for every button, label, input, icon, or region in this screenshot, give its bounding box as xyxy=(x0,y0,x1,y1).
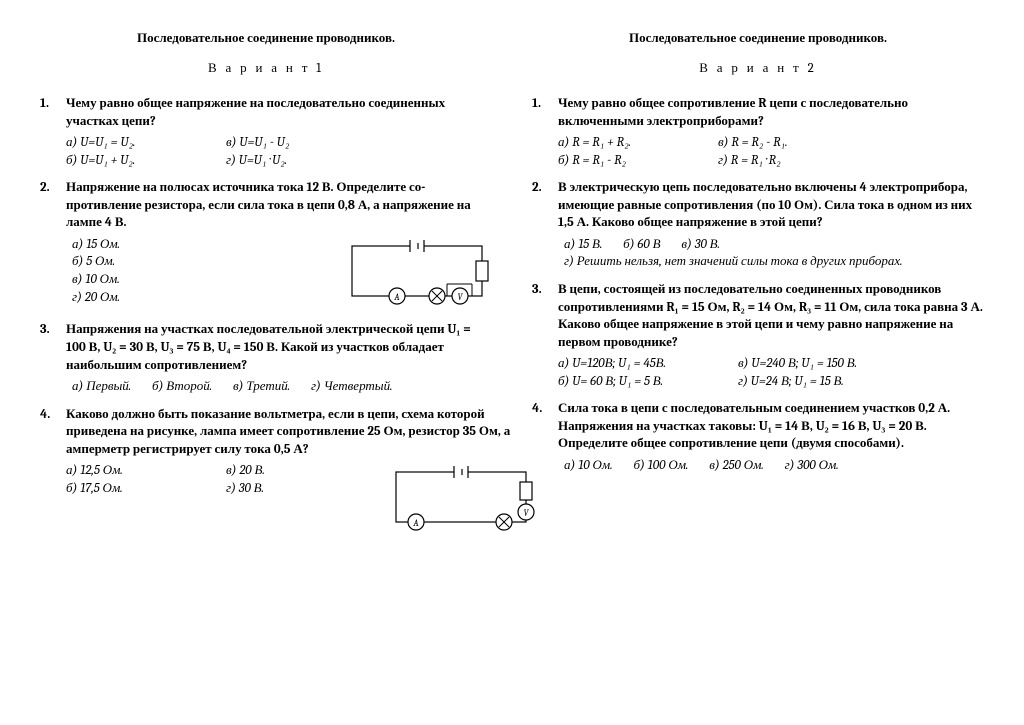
question-text: Напряжения на участках последовательной … xyxy=(66,321,492,374)
option-v: в) 20 В. xyxy=(226,462,386,480)
option-g: г) U=U₁ · U₂. xyxy=(226,152,386,170)
option-g: г) U=24 В; U₁ = 15 В. xyxy=(738,373,938,391)
option-b: б) U=U₁ + U₂. xyxy=(66,152,226,170)
question-text: В электрическую цепь последовательно вкл… xyxy=(558,179,984,232)
option-b: б) R = R₁ - R₂ xyxy=(558,152,718,170)
variant-2: Последовательное соединение проводников.… xyxy=(532,30,984,548)
question-3-left: 3. Напряжения на участках последовательн… xyxy=(40,321,492,395)
question-text: Сила тока в цепи с последовательным соед… xyxy=(558,400,984,453)
option-b: б) 60 В xyxy=(623,236,660,254)
qnum: 1. xyxy=(532,95,558,169)
qnum: 3. xyxy=(532,281,558,390)
option-a: а) U=U₁ = U₂. xyxy=(66,134,226,152)
variant-1: Последовательное соединение проводников.… xyxy=(40,30,492,548)
question-4-right: 4. Сила тока в цепи с последовательным с… xyxy=(532,400,984,474)
question-text: Чему равно общее напряжение на последова… xyxy=(66,95,492,130)
option-v: в) 10 Ом. xyxy=(72,271,342,289)
option-g: г) 20 Ом. xyxy=(72,289,342,307)
qnum: 4. xyxy=(40,406,66,538)
question-1-right: 1. Чему равно общее сопротивление R цепи… xyxy=(532,95,984,169)
option-a: а) 12,5 Ом. xyxy=(66,462,226,480)
svg-text:A: A xyxy=(393,293,400,303)
variant-label-left: В а р и а н т 1 xyxy=(40,60,492,78)
title-left: Последовательное соединение проводников. xyxy=(40,30,492,48)
option-v: в) R = R₂ - R₁. xyxy=(718,134,878,152)
qnum: 2. xyxy=(532,179,558,271)
question-text: Чему равно общее сопротивление R цепи с … xyxy=(558,95,984,130)
option-g: г) 30 В. xyxy=(226,480,386,498)
question-text: В цепи, состоящей из последовательно сое… xyxy=(558,281,984,351)
variant-label-right: В а р и а н т 2 xyxy=(532,60,984,78)
option-v: в) 250 Ом. xyxy=(709,457,763,475)
question-text: Каково должно быть показание вольтметра,… xyxy=(66,406,536,459)
option-v: в) Третий. xyxy=(233,378,290,396)
option-a: а) R = R₁ + R₂. xyxy=(558,134,718,152)
option-g: г) Решить нельзя, нет значений силы тока… xyxy=(564,253,984,271)
qnum: 2. xyxy=(40,179,66,311)
option-g: г) Четвертый. xyxy=(311,378,393,396)
worksheet: Последовательное соединение проводников.… xyxy=(40,30,984,548)
option-a: а) Первый. xyxy=(72,378,131,396)
question-1-left: 1. Чему равно общее напряжение на послед… xyxy=(40,95,492,169)
option-v: в) 30 В. xyxy=(681,236,720,254)
option-v: в) U=240 В; U₁ = 150 В. xyxy=(738,355,938,373)
option-b: б) U= 60 В; U₁ = 5 В. xyxy=(558,373,738,391)
question-text: Напряжение на полюсах источника тока 12 … xyxy=(66,179,492,232)
option-g: г) R = R₁ · R₂ xyxy=(718,152,878,170)
question-3-right: 3. В цепи, состоящей из последовательно … xyxy=(532,281,984,390)
svg-text:A: A xyxy=(412,519,419,529)
option-b: б) 17,5 Ом. xyxy=(66,480,226,498)
qnum: 3. xyxy=(40,321,66,395)
option-v: в) U=U₁ - U₂ xyxy=(226,134,386,152)
option-a: а) U=120В; U₁ = 45В. xyxy=(558,355,738,373)
title-right: Последовательное соединение проводников. xyxy=(532,30,984,48)
option-b: б) 5 Ом. xyxy=(72,253,342,271)
option-g: г) 300 Ом. xyxy=(785,457,839,475)
qnum: 4. xyxy=(532,400,558,474)
option-a: а) 10 Ом. xyxy=(564,457,613,475)
question-2-right: 2. В электрическую цепь последовательно … xyxy=(532,179,984,271)
circuit-diagram-2: V A xyxy=(386,462,536,538)
option-b: б) 100 Ом. xyxy=(633,457,688,475)
option-a: а) 15 В. xyxy=(564,236,602,254)
circuit-diagram-1: V A xyxy=(342,236,492,312)
option-b: б) Второй. xyxy=(152,378,212,396)
qnum: 1. xyxy=(40,95,66,169)
option-a: а) 15 Ом. xyxy=(72,236,342,254)
question-2-left: 2. Напряжение на полюсах источника тока … xyxy=(40,179,492,311)
question-4-left: 4. Каково должно быть показание вольтмет… xyxy=(40,406,492,538)
